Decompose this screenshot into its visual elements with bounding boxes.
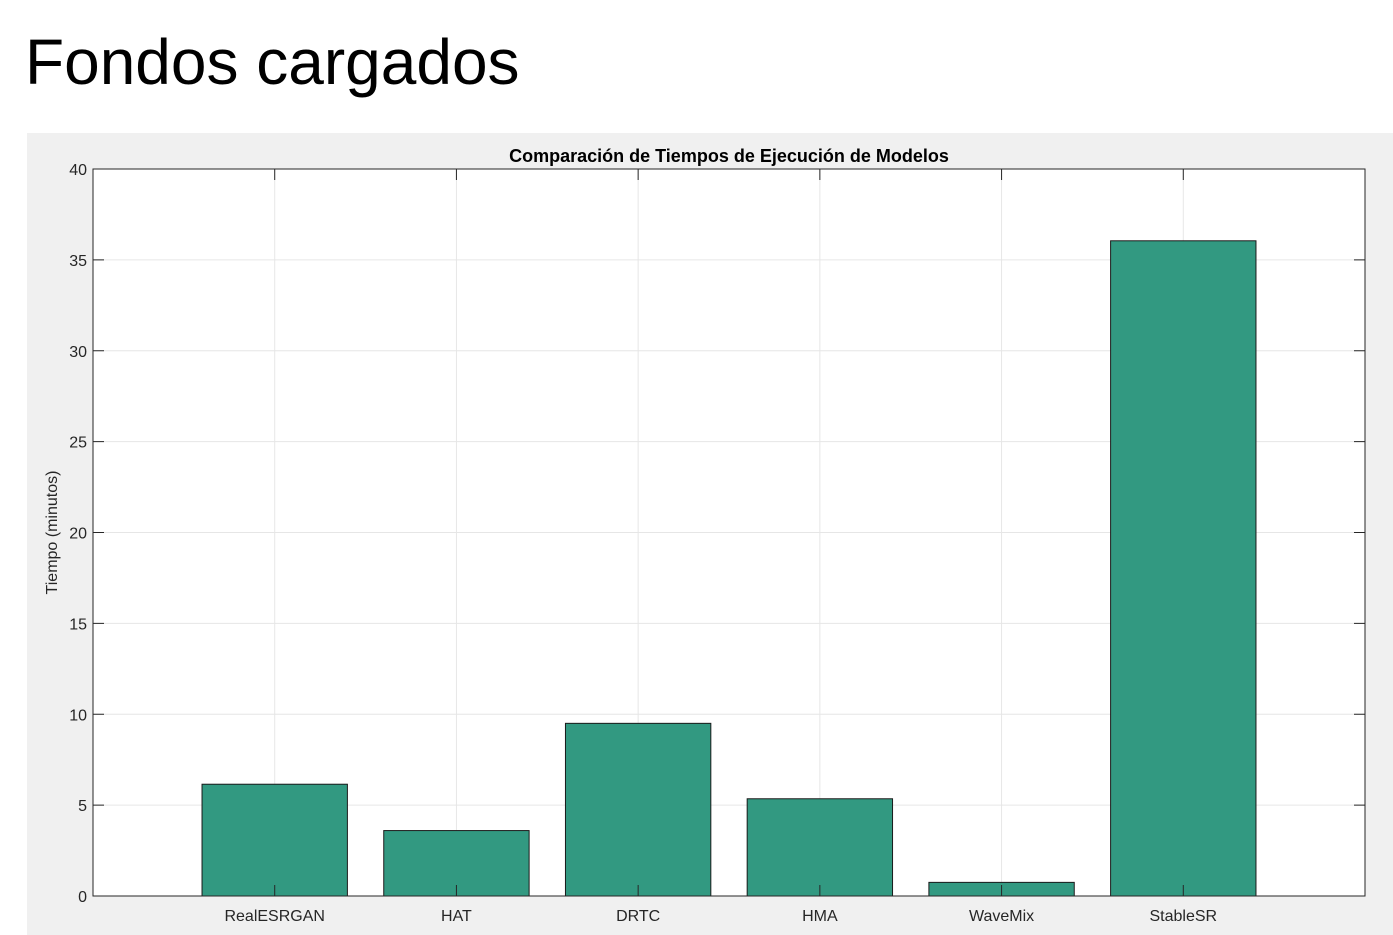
y-tick-label: 30	[69, 344, 87, 361]
x-tick-label: DRTC	[616, 908, 660, 925]
chart-title: Comparación de Tiempos de Ejecución de M…	[509, 146, 949, 166]
bar-drtc	[564, 722, 712, 897]
y-tick-label: 15	[69, 616, 87, 633]
tick-marks	[93, 168, 1365, 897]
y-tick-label: 5	[78, 798, 87, 815]
bar-hma	[746, 798, 894, 897]
y-tick-label: 20	[69, 526, 87, 543]
bar-stablesr	[1110, 240, 1257, 897]
x-tick-label: WaveMix	[969, 908, 1034, 925]
y-tick-label: 0	[78, 889, 87, 906]
page-title: Fondos cargados	[25, 26, 520, 98]
y-tick-label: 40	[69, 162, 87, 179]
x-tick-label: StableSR	[1149, 908, 1217, 925]
x-tick-label: HMA	[802, 908, 838, 925]
y-axis-title: Tiempo (minutos)	[44, 471, 61, 595]
x-tick-label: RealESRGAN	[224, 908, 324, 925]
y-tick-label: 25	[69, 435, 87, 452]
x-tick-labels: RealESRGAN HAT DRTC HMA WaveMix StableSR	[224, 908, 1217, 925]
bar-realesrgan	[201, 783, 348, 897]
y-tick-label: 35	[69, 253, 87, 270]
y-tick-labels: 0 5 10 15 20 25 30 35 40	[69, 162, 87, 906]
y-tick-label: 10	[69, 707, 87, 724]
x-tick-label: HAT	[441, 908, 472, 925]
bars	[201, 240, 1257, 897]
